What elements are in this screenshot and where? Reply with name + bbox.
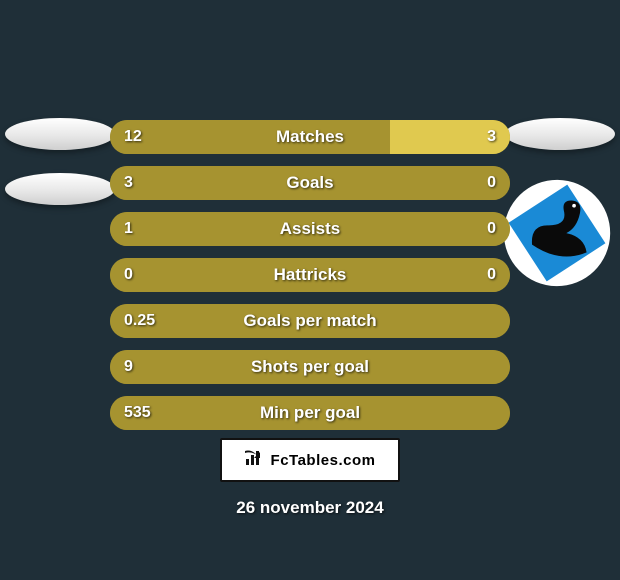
stat-right-value: 0 [487, 212, 496, 246]
stat-left-value: 3 [124, 166, 133, 200]
ellipse-placeholder [5, 118, 115, 150]
player1-club-placeholder [0, 165, 120, 215]
stat-left-value: 9 [124, 350, 133, 384]
stat-right-value: 0 [487, 166, 496, 200]
stat-row: Goals3 0 [110, 166, 510, 200]
player1-avatar-placeholder [0, 110, 120, 160]
fctables-text: FcTables.com [271, 452, 376, 469]
stat-left-value: 0.25 [124, 304, 155, 338]
stat-row: Min per goal535 [110, 396, 510, 430]
stat-label: Hattricks [110, 258, 510, 292]
comparison-bars: Matches123Goals30Assists10Hattricks00Goa… [110, 120, 510, 442]
stat-label: Assists [110, 212, 510, 246]
stat-label: Matches [110, 120, 510, 154]
fctables-watermark: FcTables.com [220, 438, 400, 482]
stat-label: Shots per goal [110, 350, 510, 384]
stat-row: Shots per goal9 [110, 350, 510, 384]
stat-label: Min per goal [110, 396, 510, 430]
stat-left-value: 535 [124, 396, 151, 430]
stat-left-value: 12 [124, 120, 142, 154]
ellipse-placeholder [505, 118, 615, 150]
stat-row: Goals per match0.25 [110, 304, 510, 338]
stat-row: Hattricks0 0 [110, 258, 510, 292]
date-text: 26 november 2024 [0, 498, 620, 518]
stat-row: Matches12 3 [110, 120, 510, 154]
stat-right-value: 3 [487, 120, 496, 154]
player2-club-badge [492, 168, 620, 298]
stat-label: Goals per match [110, 304, 510, 338]
stat-label: Goals [110, 166, 510, 200]
stat-row: Assists1 0 [110, 212, 510, 246]
stat-right-value: 0 [487, 258, 496, 292]
shield-icon [492, 168, 620, 298]
ellipse-placeholder [5, 173, 115, 205]
player2-avatar-placeholder [500, 110, 620, 160]
stat-left-value: 0 [124, 258, 133, 292]
stat-left-value: 1 [124, 212, 133, 246]
bar-chart-icon [245, 449, 265, 472]
